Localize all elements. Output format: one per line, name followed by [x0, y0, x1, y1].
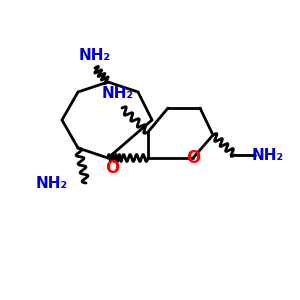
Text: NH₂: NH₂ — [252, 148, 284, 163]
Text: NH₂: NH₂ — [36, 176, 68, 190]
Text: O: O — [186, 149, 200, 167]
Text: NH₂: NH₂ — [79, 47, 111, 62]
Text: O: O — [105, 159, 119, 177]
Text: NH₂: NH₂ — [102, 86, 134, 101]
